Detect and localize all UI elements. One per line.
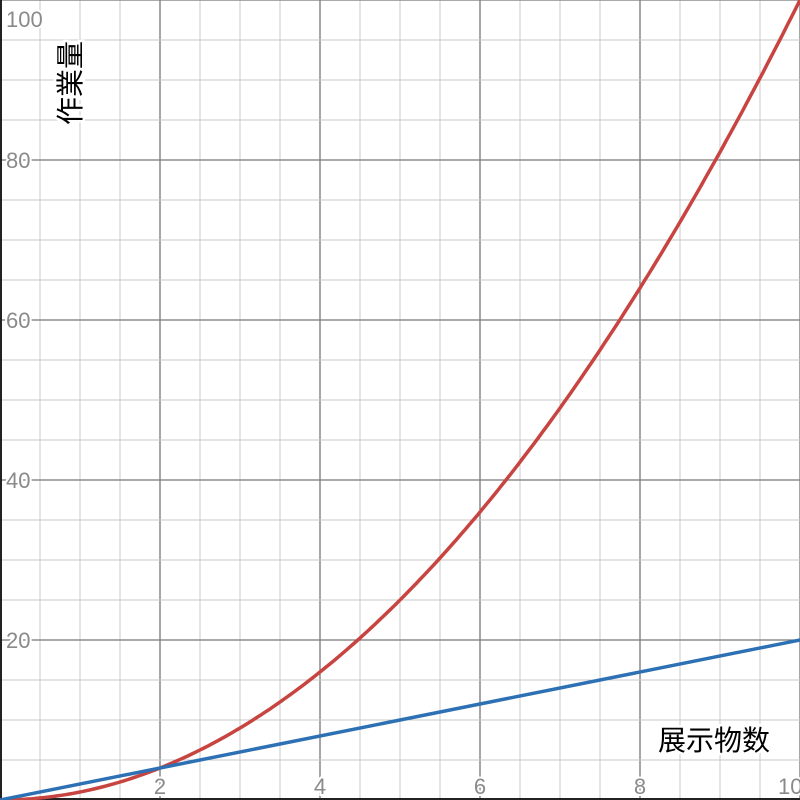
y-tick-label: 20 — [6, 628, 30, 653]
series-line-1[interactable] — [0, 637, 800, 800]
tick-labels: 2 4 6 8 10 20 40 60 80 100 — [4, 5, 800, 800]
x-tick-label: 2 — [154, 774, 166, 799]
x-tick-label: 4 — [314, 774, 326, 799]
y-tick-label: 100 — [6, 7, 43, 32]
x-tick-label: 6 — [474, 774, 486, 799]
x-tick-label: 8 — [634, 774, 646, 799]
x-tick-label: 10 — [778, 774, 800, 799]
y-tick-label: 60 — [6, 308, 30, 333]
x-axis-label: 展示物数 — [658, 724, 770, 757]
y-tick-label: 40 — [6, 468, 30, 493]
y-tick-label: 80 — [6, 148, 30, 173]
y-axis-label: 作業量 — [54, 41, 87, 125]
